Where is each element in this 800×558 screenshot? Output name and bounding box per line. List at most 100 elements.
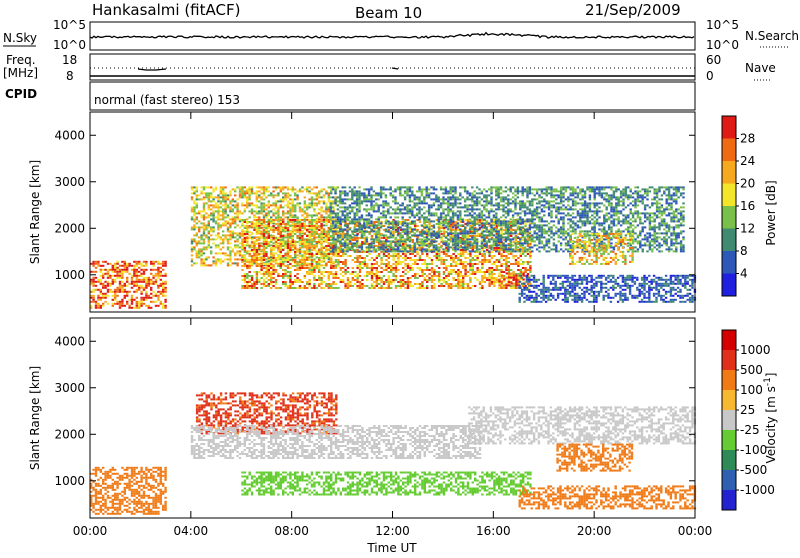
echo-cell [133, 291, 135, 293]
echo-cell [136, 271, 138, 273]
echo-cell [448, 265, 450, 267]
echo-cell [102, 273, 104, 275]
echo-cell [416, 214, 418, 216]
echo-cell [316, 192, 318, 194]
echo-cell [157, 299, 159, 301]
echo-cell [294, 259, 296, 261]
echo-cell [292, 188, 294, 190]
echo-cell [287, 233, 289, 235]
echo-cell [354, 218, 356, 220]
echo-cell [299, 231, 301, 233]
echo-cell [378, 230, 380, 232]
echo-cell [304, 255, 306, 257]
echo-cell [445, 283, 447, 285]
echo-cell [402, 216, 404, 218]
echo-cell [299, 223, 301, 225]
echo-cell [397, 230, 399, 232]
echo-cell [224, 222, 226, 224]
echo-cell [107, 291, 109, 293]
echo-cell [438, 271, 440, 273]
echo-cell [272, 257, 274, 259]
echo-cell [342, 230, 344, 232]
echo-cell [448, 283, 450, 285]
echo-cell [256, 186, 258, 188]
nave-label: Nave [745, 61, 776, 75]
echo-cell [203, 204, 205, 206]
echo-cell [414, 216, 416, 218]
echo-cell [430, 242, 432, 244]
echo-cell [282, 200, 284, 202]
echo-cell [409, 216, 411, 218]
echo-cell [145, 305, 147, 307]
count-tick-bottom-right: 10^0 [706, 38, 739, 52]
echo-cell [287, 253, 289, 255]
echo-cell [359, 287, 361, 289]
echo-cell [143, 289, 145, 291]
echo-cell [222, 234, 224, 236]
echo-cell [308, 202, 310, 204]
echo-cell [244, 192, 246, 194]
echo-cell [258, 218, 260, 220]
echo-cell [193, 214, 195, 216]
echo-cell [443, 285, 445, 287]
echo-cell [265, 212, 267, 214]
echo-cell [217, 198, 219, 200]
echo-cell [416, 234, 418, 236]
echo-cell [119, 283, 121, 285]
echo-cell [349, 228, 351, 230]
echo-cell [339, 202, 341, 204]
echo-cell [418, 188, 420, 190]
echo-cell [411, 228, 413, 230]
echo-cell [318, 190, 320, 192]
echo-cell [313, 219, 315, 221]
echo-cell [520, 255, 522, 257]
echo-cell [313, 285, 315, 287]
echo-cell [246, 261, 248, 263]
echo-cell [320, 208, 322, 210]
echo-cell [241, 243, 243, 245]
echo-cell [222, 194, 224, 196]
echo-cell [330, 206, 332, 208]
echo-cell [162, 291, 164, 293]
echo-cell [414, 255, 416, 257]
echo-cell [320, 271, 322, 273]
echo-cell [217, 234, 219, 236]
echo-cell [390, 206, 392, 208]
echo-cell [505, 259, 507, 261]
echo-cell [342, 210, 344, 212]
echo-cell [349, 234, 351, 236]
echo-cell [378, 206, 380, 208]
echo-cell [380, 188, 382, 190]
echo-cell [349, 216, 351, 218]
echo-cell [380, 186, 382, 188]
echo-cell [464, 257, 466, 259]
echo-cell [421, 238, 423, 240]
echo-cell [411, 192, 413, 194]
echo-cell [416, 263, 418, 265]
echo-cell [236, 252, 238, 254]
echo-cell [373, 210, 375, 212]
echo-cell [370, 230, 372, 232]
echo-cell [200, 254, 202, 256]
echo-cell [416, 267, 418, 269]
echo-cell [287, 192, 289, 194]
echo-cell [435, 200, 437, 202]
echo-cell [222, 200, 224, 202]
echo-cell [256, 283, 258, 285]
echo-cell [287, 227, 289, 229]
echo-cell [419, 257, 421, 259]
echo-cell [143, 303, 145, 305]
echo-cell [215, 206, 217, 208]
echo-cell [373, 208, 375, 210]
echo-cell [263, 202, 265, 204]
echo-cell [318, 212, 320, 214]
echo-cell [512, 257, 514, 259]
echo-cell [469, 263, 471, 265]
echo-cell [346, 226, 348, 228]
echo-cell [529, 267, 531, 269]
echo-cell [289, 267, 291, 269]
echo-cell [347, 277, 349, 279]
echo-cell [342, 281, 344, 283]
echo-cell [244, 186, 246, 188]
echo-cell [116, 261, 118, 263]
